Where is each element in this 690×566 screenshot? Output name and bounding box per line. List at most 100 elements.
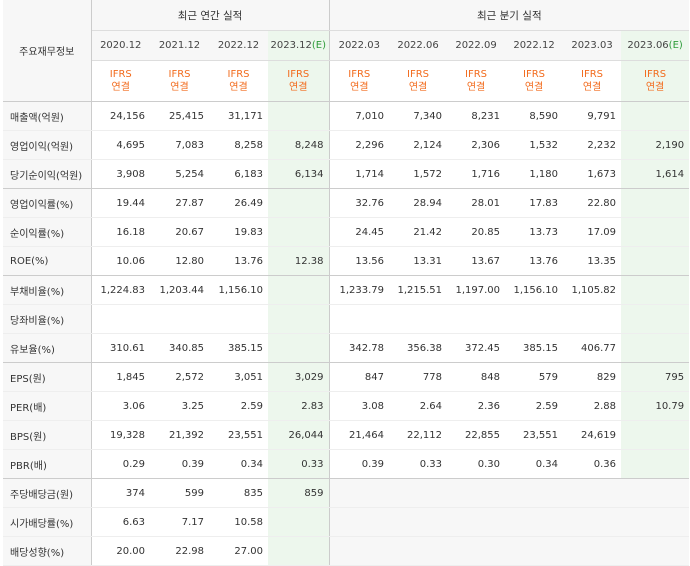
consolidated-label: 연결 (229, 82, 248, 93)
annual-value-cell: 12.80 (150, 246, 209, 276)
quarter-value-cell: 0.39 (329, 449, 390, 479)
quarter-value-cell (621, 188, 690, 218)
annual-value-cell: 599 (150, 478, 209, 508)
financial-summary-table: 주요재무정보 최근 연간 실적 최근 분기 실적 2020.12 2021.12… (3, 0, 690, 566)
quarter-value-cell (621, 420, 690, 450)
consolidated-label: 연결 (170, 82, 189, 93)
period-header: 2023.03 (563, 30, 622, 61)
quarter-value-cell: 23,551 (505, 420, 564, 450)
quarter-value-cell: 2.59 (505, 391, 564, 421)
annual-value-cell: 385.15 (209, 333, 268, 363)
annual-value-cell: 6.63 (91, 507, 150, 537)
ifrs-label: IFRS (523, 69, 546, 80)
period-header: 2022.09 (447, 30, 506, 61)
annual-value-cell: 835 (209, 478, 268, 508)
ifrs-basis-cell: IFRS 연결 (91, 60, 150, 102)
annual-value-cell (268, 507, 330, 537)
row-label: PBR(배) (3, 449, 92, 479)
quarter-value-cell (505, 304, 564, 334)
quarter-value-cell (621, 333, 690, 363)
ifrs-label: IFRS (287, 69, 310, 80)
quarter-value-cell: 1,714 (329, 159, 390, 189)
ifrs-label: IFRS (109, 69, 132, 80)
quarter-value-cell: 0.36 (563, 449, 622, 479)
annual-value-cell: 20.00 (91, 536, 150, 566)
annual-value-cell (150, 304, 209, 334)
annual-value-cell: 3.06 (91, 391, 150, 421)
quarter-value-cell: 8,590 (505, 101, 564, 131)
quarter-value-cell: 22.80 (563, 188, 622, 218)
quarter-value-cell: 1,614 (621, 159, 690, 189)
empty-cell (563, 507, 622, 537)
quarter-value-cell (621, 246, 690, 276)
quarter-value-cell: 1,716 (447, 159, 506, 189)
row-label: ROE(%) (3, 246, 92, 276)
row-label: 순이익률(%) (3, 217, 92, 247)
period-header: 2022.06 (389, 30, 448, 61)
table-row: 영업이익(억원) 4,695 7,083 8,258 8,248 2,296 2,124 2,… (3, 130, 690, 160)
quarter-value-cell: 13.35 (563, 246, 622, 276)
annual-value-cell: 0.34 (209, 449, 268, 479)
empty-cell (329, 536, 390, 566)
quarter-value-cell: 13.76 (505, 246, 564, 276)
row-label: 유보율(%) (3, 333, 92, 363)
annual-value-cell: 1,203.44 (150, 275, 209, 305)
table-row: 유보율(%) 310.61 340.85 385.15 342.78 356.38 372.… (3, 333, 690, 363)
quarter-value-cell (389, 304, 448, 334)
table-row: 부채비율(%) 1,224.83 1,203.44 1,156.10 1,233.79 1… (3, 275, 690, 305)
quarter-value-cell: 0.34 (505, 449, 564, 479)
annual-value-cell: 31,171 (209, 101, 268, 131)
quarter-value-cell: 1,532 (505, 130, 564, 160)
empty-cell (505, 478, 564, 508)
quarter-value-cell: 1,197.00 (447, 275, 506, 305)
quarter-value-cell: 22,112 (389, 420, 448, 450)
annual-value-cell: 310.61 (91, 333, 150, 363)
annual-value-cell: 19,328 (91, 420, 150, 450)
quarter-value-cell: 2,232 (563, 130, 622, 160)
quarter-value-cell: 1,156.10 (505, 275, 564, 305)
annual-value-cell: 3,908 (91, 159, 150, 189)
row-label: PER(배) (3, 391, 92, 421)
annual-value-cell: 1,224.83 (91, 275, 150, 305)
estimate-mark: (E) (311, 40, 326, 51)
empty-cell (505, 536, 564, 566)
row-label: 매출액(억원) (3, 101, 92, 131)
annual-value-cell: 2,572 (150, 362, 209, 392)
quarter-value-cell: 0.30 (447, 449, 506, 479)
annual-value-cell: 10.06 (91, 246, 150, 276)
quarter-value-cell (621, 101, 690, 131)
annual-value-cell: 0.39 (150, 449, 209, 479)
quarter-value-cell: 1,233.79 (329, 275, 390, 305)
table-row: 매출액(억원) 24,156 25,415 31,171 7,010 7,340 8,231… (3, 101, 690, 131)
annual-value-cell: 6,134 (268, 159, 330, 189)
row-label: EPS(원) (3, 362, 92, 392)
period-header: 2022.03 (329, 30, 390, 61)
row-label: 부채비율(%) (3, 275, 92, 305)
ifrs-basis-cell: IFRS 연결 (389, 60, 448, 102)
annual-value-cell: 2.83 (268, 391, 330, 421)
quarter-value-cell: 2.88 (563, 391, 622, 421)
quarter-value-cell: 7,010 (329, 101, 390, 131)
annual-value-cell: 26.49 (209, 188, 268, 218)
empty-cell (447, 536, 506, 566)
annual-value-cell: 3,051 (209, 362, 268, 392)
quarter-value-cell: 28.94 (389, 188, 448, 218)
annual-value-cell: 3,029 (268, 362, 330, 392)
quarter-value-cell: 28.01 (447, 188, 506, 218)
consolidated-label: 연결 (466, 82, 486, 93)
quarter-value-cell: 21,464 (329, 420, 390, 450)
quarter-value-cell: 778 (389, 362, 448, 392)
empty-cell (563, 478, 622, 508)
quarter-value-cell: 20.85 (447, 217, 506, 247)
quarter-value-cell: 342.78 (329, 333, 390, 363)
row-label-header: 주요재무정보 (3, 0, 92, 102)
ifrs-label: IFRS (407, 69, 430, 80)
quarter-value-cell: 13.56 (329, 246, 390, 276)
empty-cell (621, 478, 690, 508)
annual-section-title: 최근 연간 실적 (91, 0, 330, 31)
annual-value-cell: 374 (91, 478, 150, 508)
period-label: 2023.12 (270, 40, 312, 51)
quarter-value-cell: 2,306 (447, 130, 506, 160)
table-row: 시가배당률(%) 6.63 7.17 10.58 (3, 507, 690, 537)
quarter-value-cell: 17.09 (563, 217, 622, 247)
